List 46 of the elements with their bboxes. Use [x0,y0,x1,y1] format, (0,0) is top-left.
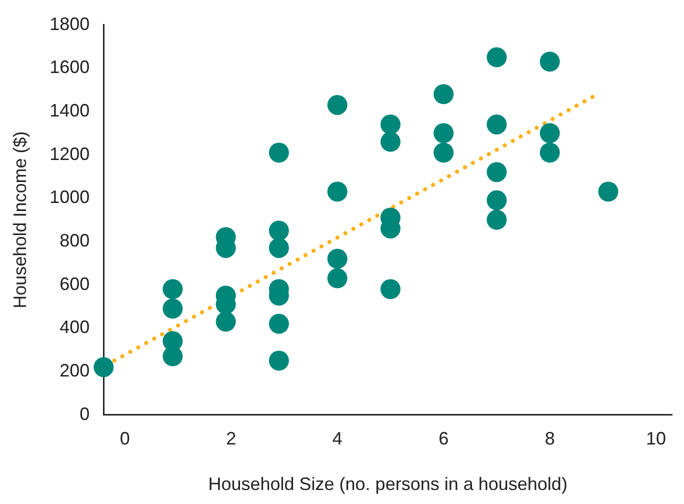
y-tick-label: 200 [60,360,90,380]
point [486,190,507,210]
point [434,123,454,144]
point [268,350,289,371]
point [268,314,289,334]
point [486,162,507,182]
y-tick-label: 1200 [50,144,90,164]
y-tick-label: 1400 [50,100,90,120]
x-tick-label: 10 [646,428,666,449]
x-axis-title: Household Size (no. persons in a household) [208,474,568,494]
x-tick-label: 8 [544,428,555,449]
point [434,142,454,163]
point [380,132,400,152]
y-tick-label: 0 [80,404,90,424]
point [540,123,560,144]
point [216,312,236,332]
y-tick-label: 800 [60,230,90,250]
point [327,182,348,202]
y-tick-label: 1800 [50,14,90,34]
point [94,357,114,378]
x-tick-label: 4 [332,428,342,449]
point [486,114,507,134]
point [162,279,183,300]
point [380,114,400,134]
point [327,94,348,115]
point [162,298,183,319]
y-tick-label: 1000 [50,187,90,208]
point [327,268,348,288]
point [486,47,507,68]
x-tick-label: 0 [120,428,130,449]
point [540,142,560,163]
point [598,182,618,202]
point [486,210,507,230]
y-tick-label: 400 [60,317,90,338]
point [268,142,289,163]
point [268,238,289,258]
y-axis-title: Household Income ($) [10,131,30,308]
point [540,52,560,72]
point [268,220,289,241]
y-tick-label: 1600 [50,57,90,78]
x-tick-label: 6 [438,428,449,449]
x-tick-label: 2 [226,428,236,449]
point [327,248,348,269]
point [380,279,400,300]
point [434,84,454,104]
y-tick-label: 600 [60,274,90,294]
